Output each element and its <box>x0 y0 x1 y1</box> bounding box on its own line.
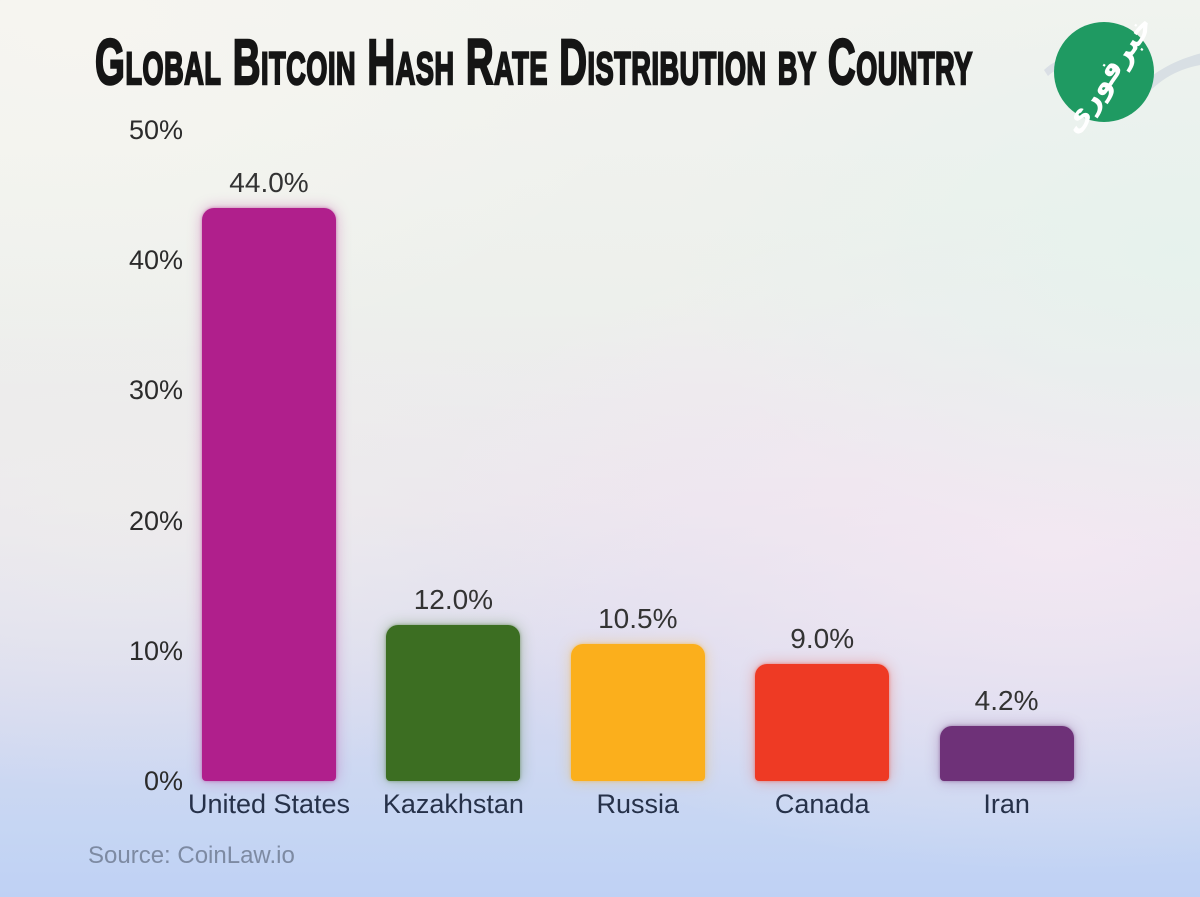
bar-iran <box>939 726 1074 781</box>
chart-title: Global Bitcoin Hash Rate Distribution by… <box>94 26 973 98</box>
value-label-russia: 10.5% <box>598 603 678 635</box>
category-label-russia: Russia <box>596 789 680 819</box>
logo-circle <box>1054 22 1154 122</box>
y-axis-tick-20pct: 20% <box>128 505 183 536</box>
bar-kazakhstan <box>386 624 521 781</box>
y-axis-tick-40pct: 40% <box>128 245 183 276</box>
y-axis-tick-10pct: 10% <box>128 635 183 666</box>
y-axis-tick-50pct: 50% <box>128 115 183 145</box>
khabarfouri-watermark: خبرفوری <box>1038 8 1200 140</box>
category-label-united-states: United States <box>187 789 351 819</box>
category-label-iran: Iran <box>983 789 1030 819</box>
source-note: Source: CoinLaw.io <box>88 842 295 869</box>
value-label-canada: 9.0% <box>790 622 855 654</box>
category-label-canada: Canada <box>774 789 870 819</box>
value-label-iran: 4.2% <box>974 685 1039 717</box>
value-label-kazakhstan: 12.0% <box>413 583 494 615</box>
bar-canada <box>755 663 890 781</box>
bar-united-states <box>202 208 336 781</box>
value-label-united-states: 44.0% <box>229 167 309 199</box>
y-axis-tick-30pct: 30% <box>128 375 183 406</box>
category-label-kazakhstan: Kazakhstan <box>382 789 524 819</box>
y-axis-tick-0pct: 0% <box>143 766 183 796</box>
bar-russia <box>570 644 705 781</box>
